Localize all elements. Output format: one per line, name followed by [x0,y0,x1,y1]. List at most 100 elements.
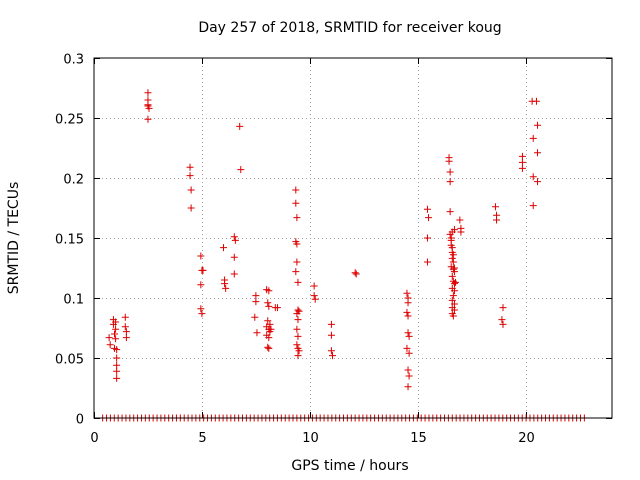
data-point [403,289,411,297]
data-point [404,366,412,374]
data-point [450,264,458,272]
data-point [292,199,300,207]
data-point [144,115,152,123]
x-tick-label: 5 [198,431,206,446]
data-point [446,168,454,176]
data-point [498,316,506,324]
data-point [251,313,259,321]
data-point [113,361,121,369]
y-tick-label: 0.3 [63,53,84,68]
data-point [310,292,318,300]
data-point [295,347,303,355]
data-point [113,374,121,382]
data-point [187,186,195,194]
data-point [518,158,526,166]
data-point [144,89,152,97]
data-point [448,272,456,280]
data-point [351,269,359,277]
data-point [446,178,454,186]
data-point [448,254,456,262]
data-point [293,341,301,349]
data-point [264,317,272,325]
data-point [449,312,457,320]
data-point [198,310,206,318]
data-point [450,226,458,234]
data-point [221,280,229,288]
data-point [532,97,540,105]
data-point [294,278,302,286]
data-point [499,304,507,312]
y-tick-label: 0 [76,413,84,428]
x-tick-label: 20 [518,431,535,446]
data-point [450,280,458,288]
data-point [423,205,431,213]
tick-labels: 0 0.05 0.1 0.15 0.2 0.25 0.3 0 5 10 15 20 [55,53,535,447]
data-point [405,349,413,357]
data-point [106,341,114,349]
data-point [423,234,431,242]
data-point [112,318,120,326]
data-point [327,331,335,339]
data-point [292,186,300,194]
data-point [105,334,113,342]
plot-frame [93,57,613,419]
data-point [404,312,412,320]
data-point [230,233,238,241]
data-point [231,236,239,244]
data-point [197,252,205,260]
data-point [448,296,456,304]
data-point [529,134,537,142]
data-point [252,298,260,306]
data-point [452,278,460,286]
data-point [446,208,454,216]
data-point [534,149,542,157]
y-tick-label: 0.25 [55,113,84,128]
data-point [111,330,119,338]
x-tick-label: 10 [302,431,319,446]
data-point [220,244,227,252]
data-point [265,302,273,310]
data-point [121,313,129,321]
data-point [327,320,335,328]
data-point [534,121,542,129]
chart-title: Day 257 of 2018, SRMTID for receiver kou… [198,20,501,36]
data-point [112,325,120,333]
data-point [423,258,431,266]
x-tick-label: 0 [90,431,98,446]
data-point [113,346,121,354]
x-axis-label: GPS time / hours [291,458,408,474]
data-point [327,347,335,355]
data-point [449,251,457,259]
data-point [264,299,272,307]
data-point [197,305,205,313]
data-point [294,352,302,360]
data-point [456,216,464,224]
data-point [534,178,542,186]
data-point [265,334,273,342]
data-point [186,163,194,171]
data-point [499,320,507,328]
data-point [122,334,130,342]
data-point [113,367,121,375]
data-point [450,300,458,308]
data-point [449,258,457,266]
y-tick-label: 0.2 [63,173,84,188]
y-tick-label: 0.15 [55,233,84,248]
data-point [450,287,458,295]
data-point [122,328,130,336]
y-axis-label: SRMTID / TECUs [6,182,22,295]
data-point [236,122,244,130]
data-points [99,89,588,422]
y-tick-label: 0.1 [63,293,84,308]
data-point [230,270,238,278]
data-point [292,268,300,276]
data-point [425,214,433,222]
data-point [252,292,260,300]
data-point [186,172,194,180]
data-point [145,104,153,112]
data-point [352,270,360,278]
data-point [404,299,412,307]
data-point [197,281,205,289]
data-point [112,335,120,343]
